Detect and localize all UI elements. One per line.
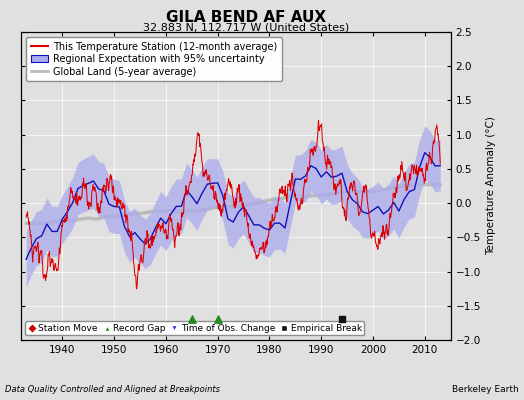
Text: Data Quality Controlled and Aligned at Breakpoints: Data Quality Controlled and Aligned at B… xyxy=(5,385,220,394)
Point xyxy=(188,316,196,323)
Point xyxy=(213,316,222,323)
Y-axis label: Temperature Anomaly (°C): Temperature Anomaly (°C) xyxy=(486,116,496,256)
Point xyxy=(338,316,346,323)
Legend: Station Move, Record Gap, Time of Obs. Change, Empirical Break: Station Move, Record Gap, Time of Obs. C… xyxy=(26,321,364,336)
Text: 32.883 N, 112.717 W (United States): 32.883 N, 112.717 W (United States) xyxy=(143,22,350,32)
Text: Berkeley Earth: Berkeley Earth xyxy=(452,385,519,394)
Text: GILA BEND AF AUX: GILA BEND AF AUX xyxy=(166,10,326,25)
